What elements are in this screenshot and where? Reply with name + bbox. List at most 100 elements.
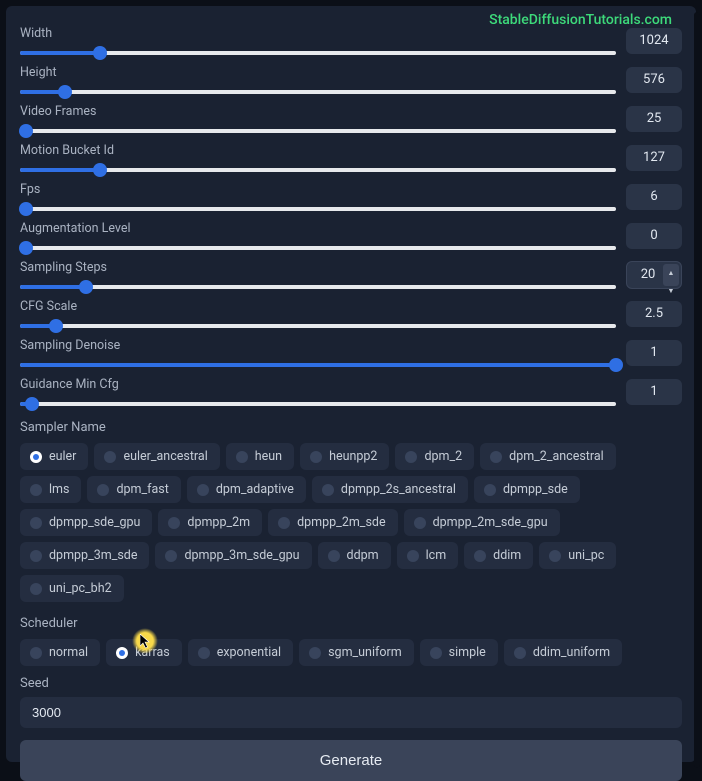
sampler-option-ddpm[interactable]: ddpm (318, 542, 391, 569)
augmentation-value: 0 (626, 223, 682, 249)
sampler-name-label: Sampler Name (20, 420, 682, 435)
param-fps: Fps 6 (20, 182, 682, 211)
width-slider[interactable] (20, 51, 616, 55)
sampler-option-dpm_2[interactable]: dpm_2 (395, 443, 474, 470)
radio-icon (328, 550, 340, 562)
radio-icon (30, 451, 42, 463)
sampler-option-dpmpp_2m[interactable]: dpmpp_2m (158, 509, 262, 536)
sampler-option-lcm[interactable]: lcm (397, 542, 459, 569)
scrollbar-track[interactable] (694, 12, 700, 768)
radio-icon (310, 451, 322, 463)
radio-label: ddim (493, 548, 521, 563)
radio-icon (278, 517, 290, 529)
scheduler-option-ddim_uniform[interactable]: ddim_uniform (504, 639, 622, 666)
video_frames-value: 25 (626, 106, 682, 132)
sampler-option-euler_ancestral[interactable]: euler_ancestral (94, 443, 219, 470)
guidance_min_cfg-value: 1 (626, 379, 682, 405)
scheduler-option-simple[interactable]: simple (420, 639, 498, 666)
sampling_steps-label: Sampling Steps (20, 260, 616, 275)
radio-icon (430, 647, 442, 659)
radio-label: dpmpp_sde_gpu (49, 515, 140, 530)
sampling_steps-slider[interactable] (20, 285, 616, 289)
chevron-down-icon[interactable]: ▼ (663, 282, 679, 300)
radio-label: ddpm (347, 548, 379, 563)
width-value: 1024 (626, 28, 682, 54)
radio-label: karras (135, 645, 170, 660)
radio-icon (407, 550, 419, 562)
param-sampling_denoise: Sampling Denoise 1 (20, 338, 682, 367)
height-value: 576 (626, 67, 682, 93)
quantity-stepper[interactable]: ▲▼ (663, 264, 679, 286)
sampler-option-uni_pc_bh2[interactable]: uni_pc_bh2 (20, 575, 124, 602)
param-video_frames: Video Frames 25 (20, 104, 682, 133)
sampler-option-euler[interactable]: euler (20, 443, 88, 470)
radio-label: lms (49, 482, 69, 497)
radio-icon (116, 647, 128, 659)
radio-icon (514, 647, 526, 659)
sampler-option-dpmpp_3m_sde_gpu[interactable]: dpmpp_3m_sde_gpu (155, 542, 311, 569)
seed-input[interactable] (20, 697, 682, 728)
radio-icon (168, 517, 180, 529)
fps-slider[interactable] (20, 207, 616, 211)
augmentation-slider[interactable] (20, 246, 616, 250)
radio-label: dpm_2 (424, 449, 462, 464)
motion_bucket_id-slider[interactable] (20, 168, 616, 172)
radio-icon (104, 451, 116, 463)
sampler-option-heunpp2[interactable]: heunpp2 (300, 443, 389, 470)
sampler-option-dpm_adaptive[interactable]: dpm_adaptive (187, 476, 306, 503)
radio-label: heun (255, 449, 282, 464)
radio-icon (414, 517, 426, 529)
motion_bucket_id-label: Motion Bucket Id (20, 143, 616, 158)
radio-icon (97, 484, 109, 496)
radio-icon (405, 451, 417, 463)
sampler-option-lms[interactable]: lms (20, 476, 81, 503)
scheduler-option-exponential[interactable]: exponential (188, 639, 293, 666)
sampler-option-ddim[interactable]: ddim (464, 542, 533, 569)
sampler-option-dpmpp_2s_ancestral[interactable]: dpmpp_2s_ancestral (312, 476, 468, 503)
radio-label: sgm_uniform (328, 645, 402, 660)
radio-icon (30, 517, 42, 529)
radio-label: dpm_adaptive (216, 482, 294, 497)
sampler-option-dpmpp_sde[interactable]: dpmpp_sde (474, 476, 580, 503)
radio-icon (30, 550, 42, 562)
sampler-option-dpmpp_2m_sde[interactable]: dpmpp_2m_sde (268, 509, 397, 536)
cfg_scale-slider[interactable] (20, 324, 616, 328)
scheduler-option-sgm_uniform[interactable]: sgm_uniform (299, 639, 414, 666)
video_frames-label: Video Frames (20, 104, 616, 119)
radio-icon (309, 647, 321, 659)
sampling_steps-value[interactable]: 20▲▼ (626, 261, 682, 289)
sampler-option-dpmpp_2m_sde_gpu[interactable]: dpmpp_2m_sde_gpu (404, 509, 560, 536)
param-height: Height 576 (20, 65, 682, 94)
guidance_min_cfg-slider[interactable] (20, 402, 616, 406)
sampling_denoise-value: 1 (626, 340, 682, 366)
generate-button[interactable]: Generate (20, 740, 682, 781)
width-label: Width (20, 26, 616, 41)
sampler-option-dpm_2_ancestral[interactable]: dpm_2_ancestral (480, 443, 616, 470)
scheduler-option-normal[interactable]: normal (20, 639, 100, 666)
sampler-option-uni_pc[interactable]: uni_pc (539, 542, 616, 569)
radio-label: uni_pc (568, 548, 604, 563)
seed-label: Seed (20, 676, 682, 691)
guidance_min_cfg-label: Guidance Min Cfg (20, 377, 616, 392)
radio-icon (30, 583, 42, 595)
height-slider[interactable] (20, 90, 616, 94)
motion_bucket_id-value: 127 (626, 145, 682, 171)
radio-label: euler (49, 449, 76, 464)
height-label: Height (20, 65, 616, 80)
sampling_denoise-slider[interactable] (20, 363, 616, 367)
radio-label: ddim_uniform (533, 645, 610, 660)
sampler-option-dpmpp_3m_sde[interactable]: dpmpp_3m_sde (20, 542, 149, 569)
sampler-option-dpmpp_sde_gpu[interactable]: dpmpp_sde_gpu (20, 509, 152, 536)
radio-label: euler_ancestral (123, 449, 207, 464)
radio-icon (549, 550, 561, 562)
sampler-option-dpm_fast[interactable]: dpm_fast (87, 476, 180, 503)
scheduler-option-karras[interactable]: karras (106, 639, 182, 666)
sampler-option-heun[interactable]: heun (226, 443, 294, 470)
radio-icon (30, 647, 42, 659)
chevron-up-icon[interactable]: ▲ (663, 264, 679, 282)
radio-icon (165, 550, 177, 562)
scheduler-label: Scheduler (20, 616, 682, 631)
cfg_scale-label: CFG Scale (20, 299, 616, 314)
video_frames-slider[interactable] (20, 129, 616, 133)
radio-icon (30, 484, 42, 496)
